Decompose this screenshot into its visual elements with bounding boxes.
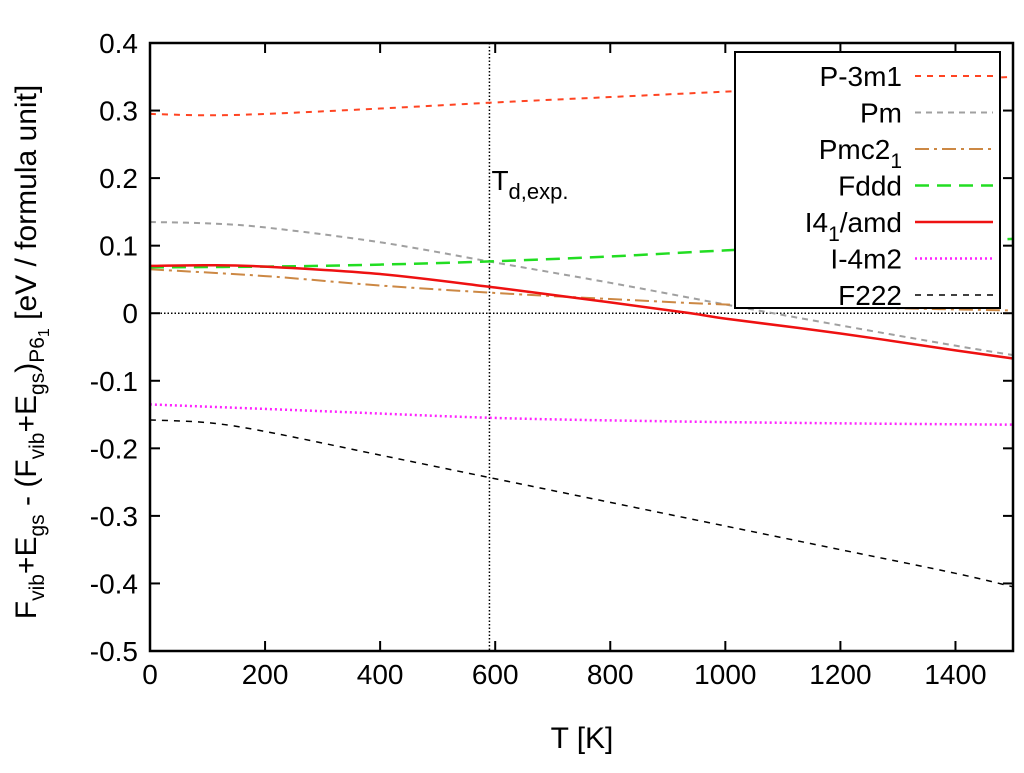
y-tick-label: 0.3 — [99, 96, 138, 127]
td-exp-label: Td,exp. — [491, 165, 568, 204]
legend-label: Fddd — [838, 171, 902, 202]
y-tick-label: -0.4 — [90, 568, 138, 599]
series-line-i41-amd — [149, 263, 1014, 360]
axis-ticks: 0 200 400 600 800 1000 1200 14000.40.30.20.10-0… — [90, 28, 1013, 690]
y-axis-label: Fvib+Egs - (Fvib+Egs)P61 [eV / formula u… — [10, 85, 53, 620]
x-tick-label: 400 — [357, 659, 404, 690]
y-tick-label: -0.2 — [90, 433, 138, 464]
legend-label: I41/amd — [805, 207, 902, 246]
y-tick-label: 0.1 — [99, 231, 138, 262]
x-tick-label: 0 — [142, 659, 158, 690]
legend-label: I-4m2 — [830, 244, 902, 275]
x-tick-label: 200 — [242, 659, 289, 690]
y-tick-label: 0.2 — [99, 163, 138, 194]
x-tick-label: 1400 — [924, 659, 986, 690]
y-tick-label: -0.5 — [90, 636, 138, 667]
legend-box — [734, 51, 1001, 309]
legend-label: Pm — [860, 98, 902, 129]
legend-label: P-3m1 — [820, 61, 902, 92]
series-line-f222 — [149, 419, 1014, 588]
y-tick-label: 0 — [122, 298, 138, 329]
legend-label: Pmc21 — [819, 134, 902, 173]
legend-label: F222 — [838, 280, 902, 311]
x-axis-label: T [K] — [551, 722, 614, 755]
series-line-pm — [149, 221, 1014, 357]
x-tick-label: 1200 — [809, 659, 871, 690]
y-tick-label: -0.1 — [90, 366, 138, 397]
y-tick-label: 0.4 — [99, 28, 138, 59]
series-line-i-4m2 — [149, 403, 1014, 426]
x-tick-label: 600 — [472, 659, 519, 690]
y-tick-label: -0.3 — [90, 501, 138, 532]
plot-frame — [148, 41, 1015, 653]
x-tick-label: 1000 — [694, 659, 756, 690]
x-tick-label: 800 — [587, 659, 634, 690]
annotation: Td,exp. — [491, 165, 568, 204]
